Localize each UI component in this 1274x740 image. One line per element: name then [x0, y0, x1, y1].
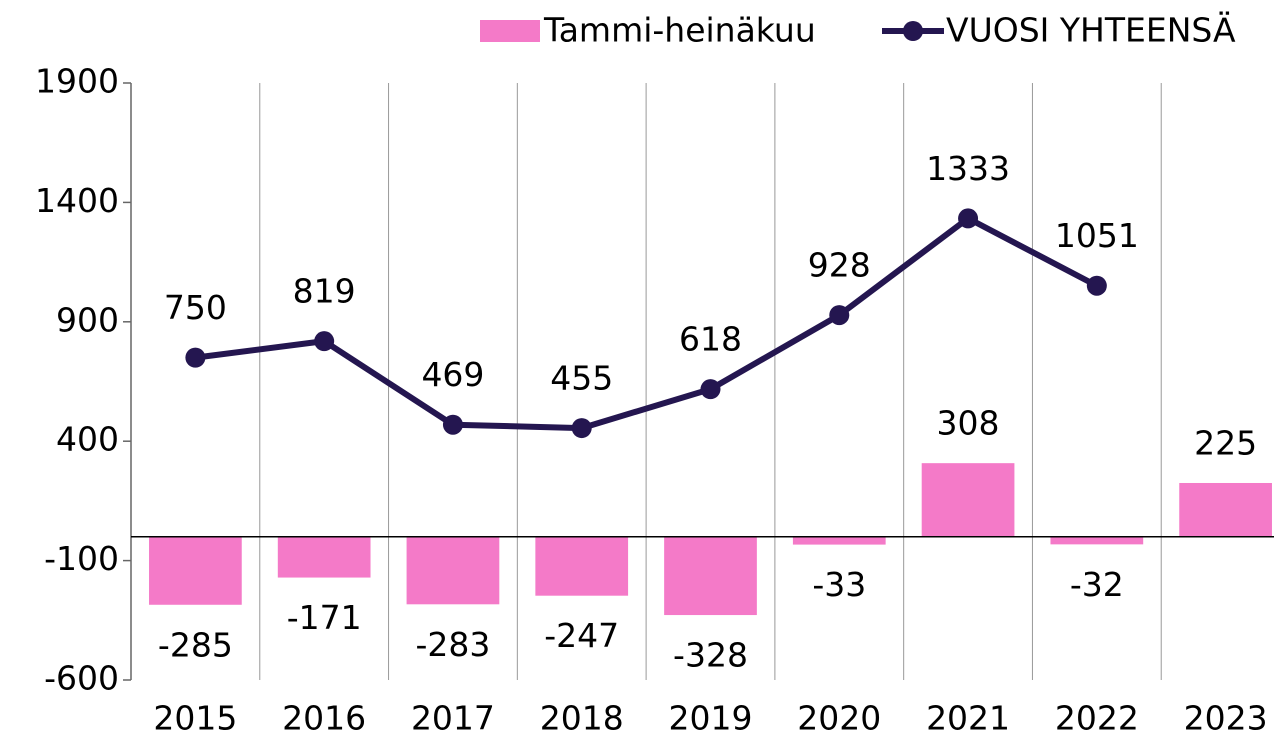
x-tick-label: 2015	[153, 699, 237, 738]
data-label: 618	[679, 320, 742, 359]
data-label: -33	[812, 565, 866, 604]
bar	[921, 463, 1015, 537]
bar	[535, 536, 629, 596]
line-marker	[829, 305, 850, 326]
data-label: 1051	[1055, 216, 1139, 255]
y-tick-label: 1400	[35, 181, 119, 220]
data-label: 750	[164, 288, 227, 327]
data-label: -247	[544, 616, 619, 655]
data-label: 928	[808, 246, 871, 285]
line-marker	[571, 418, 592, 439]
y-tick-label: 900	[56, 300, 119, 339]
line-marker	[442, 414, 463, 435]
legend-swatch	[480, 20, 540, 42]
bar	[664, 536, 757, 616]
bar	[149, 536, 242, 605]
line-marker	[958, 208, 979, 229]
legend-label: Tammi-heinäkuu	[543, 11, 816, 50]
bar	[1179, 482, 1272, 537]
bar	[406, 536, 500, 605]
line-marker	[1086, 275, 1107, 296]
data-label: 819	[293, 272, 356, 311]
bar	[1050, 536, 1144, 545]
line-marker	[700, 379, 721, 400]
bar	[792, 536, 886, 545]
line-marker	[314, 331, 335, 352]
legend-label: VUOSI YHTEENSÄ	[946, 11, 1236, 50]
data-label: 225	[1194, 423, 1257, 462]
data-label: 308	[937, 404, 1000, 443]
legend-swatch	[903, 21, 923, 41]
data-label: 455	[550, 359, 613, 398]
data-label: 1333	[926, 149, 1010, 188]
x-tick-label: 2018	[540, 699, 624, 738]
x-tick-label: 2020	[797, 699, 881, 738]
y-tick-label: 1900	[35, 62, 119, 101]
data-label: -283	[415, 625, 490, 664]
y-tick-label: 400	[56, 420, 119, 459]
x-tick-label: 2022	[1055, 699, 1139, 738]
y-tick-label: -100	[44, 539, 119, 578]
data-label: -285	[158, 625, 233, 664]
data-label: 469	[421, 355, 484, 394]
x-tick-label: 2016	[282, 699, 366, 738]
x-tick-label: 2017	[411, 699, 495, 738]
x-tick-label: 2021	[926, 699, 1010, 738]
data-label: -32	[1070, 565, 1124, 604]
bar	[277, 536, 371, 578]
data-label: -328	[673, 636, 748, 675]
x-tick-label: 2019	[669, 699, 753, 738]
data-label: -171	[287, 598, 362, 637]
y-tick-label: -600	[44, 659, 119, 698]
line	[195, 215, 1099, 432]
line-marker	[185, 347, 206, 368]
x-tick-label: 2023	[1184, 699, 1268, 738]
